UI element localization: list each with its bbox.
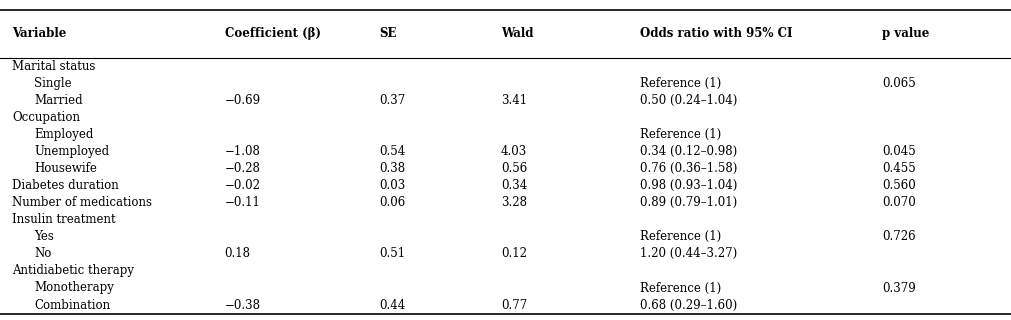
Text: 3.41: 3.41 [500,94,527,107]
Text: Marital status: Marital status [12,60,95,73]
Text: 0.560: 0.560 [882,179,915,192]
Text: −0.28: −0.28 [224,162,260,175]
Text: Odds ratio with 95% CI: Odds ratio with 95% CI [639,27,792,40]
Text: 0.76 (0.36–1.58): 0.76 (0.36–1.58) [639,162,736,175]
Text: −1.08: −1.08 [224,145,260,158]
Text: Employed: Employed [34,128,94,141]
Text: Reference (1): Reference (1) [639,282,720,294]
Text: 0.38: 0.38 [379,162,405,175]
Text: 0.070: 0.070 [882,196,915,209]
Text: −0.38: −0.38 [224,299,261,312]
Text: No: No [34,247,52,260]
Text: Reference (1): Reference (1) [639,128,720,141]
Text: Married: Married [34,94,83,107]
Text: 0.12: 0.12 [500,247,527,260]
Text: −0.02: −0.02 [224,179,261,192]
Text: 0.06: 0.06 [379,196,405,209]
Text: Yes: Yes [34,230,55,243]
Text: Housewife: Housewife [34,162,97,175]
Text: 0.37: 0.37 [379,94,405,107]
Text: Occupation: Occupation [12,111,80,124]
Text: 0.03: 0.03 [379,179,405,192]
Text: 4.03: 4.03 [500,145,527,158]
Text: Wald: Wald [500,27,533,40]
Text: 0.98 (0.93–1.04): 0.98 (0.93–1.04) [639,179,736,192]
Text: 0.50 (0.24–1.04): 0.50 (0.24–1.04) [639,94,736,107]
Text: 0.455: 0.455 [882,162,915,175]
Text: 0.726: 0.726 [882,230,915,243]
Text: 0.54: 0.54 [379,145,405,158]
Text: Unemployed: Unemployed [34,145,109,158]
Text: −0.69: −0.69 [224,94,261,107]
Text: Single: Single [34,77,72,90]
Text: Reference (1): Reference (1) [639,77,720,90]
Text: −0.11: −0.11 [224,196,260,209]
Text: 0.44: 0.44 [379,299,405,312]
Text: 0.34 (0.12–0.98): 0.34 (0.12–0.98) [639,145,736,158]
Text: Diabetes duration: Diabetes duration [12,179,118,192]
Text: 0.56: 0.56 [500,162,527,175]
Text: Reference (1): Reference (1) [639,230,720,243]
Text: 0.89 (0.79–1.01): 0.89 (0.79–1.01) [639,196,736,209]
Text: 0.18: 0.18 [224,247,251,260]
Text: Combination: Combination [34,299,110,312]
Text: 3.28: 3.28 [500,196,527,209]
Text: 0.77: 0.77 [500,299,527,312]
Text: Variable: Variable [12,27,67,40]
Text: Number of medications: Number of medications [12,196,152,209]
Text: p value: p value [882,27,929,40]
Text: 0.379: 0.379 [882,282,915,294]
Text: 0.045: 0.045 [882,145,915,158]
Text: Antidiabetic therapy: Antidiabetic therapy [12,264,134,277]
Text: 1.20 (0.44–3.27): 1.20 (0.44–3.27) [639,247,736,260]
Text: SE: SE [379,27,396,40]
Text: 0.68 (0.29–1.60): 0.68 (0.29–1.60) [639,299,736,312]
Text: Coefficient (β): Coefficient (β) [224,27,320,40]
Text: 0.34: 0.34 [500,179,527,192]
Text: 0.51: 0.51 [379,247,405,260]
Text: 0.065: 0.065 [882,77,915,90]
Text: Monotherapy: Monotherapy [34,282,114,294]
Text: Insulin treatment: Insulin treatment [12,213,115,226]
